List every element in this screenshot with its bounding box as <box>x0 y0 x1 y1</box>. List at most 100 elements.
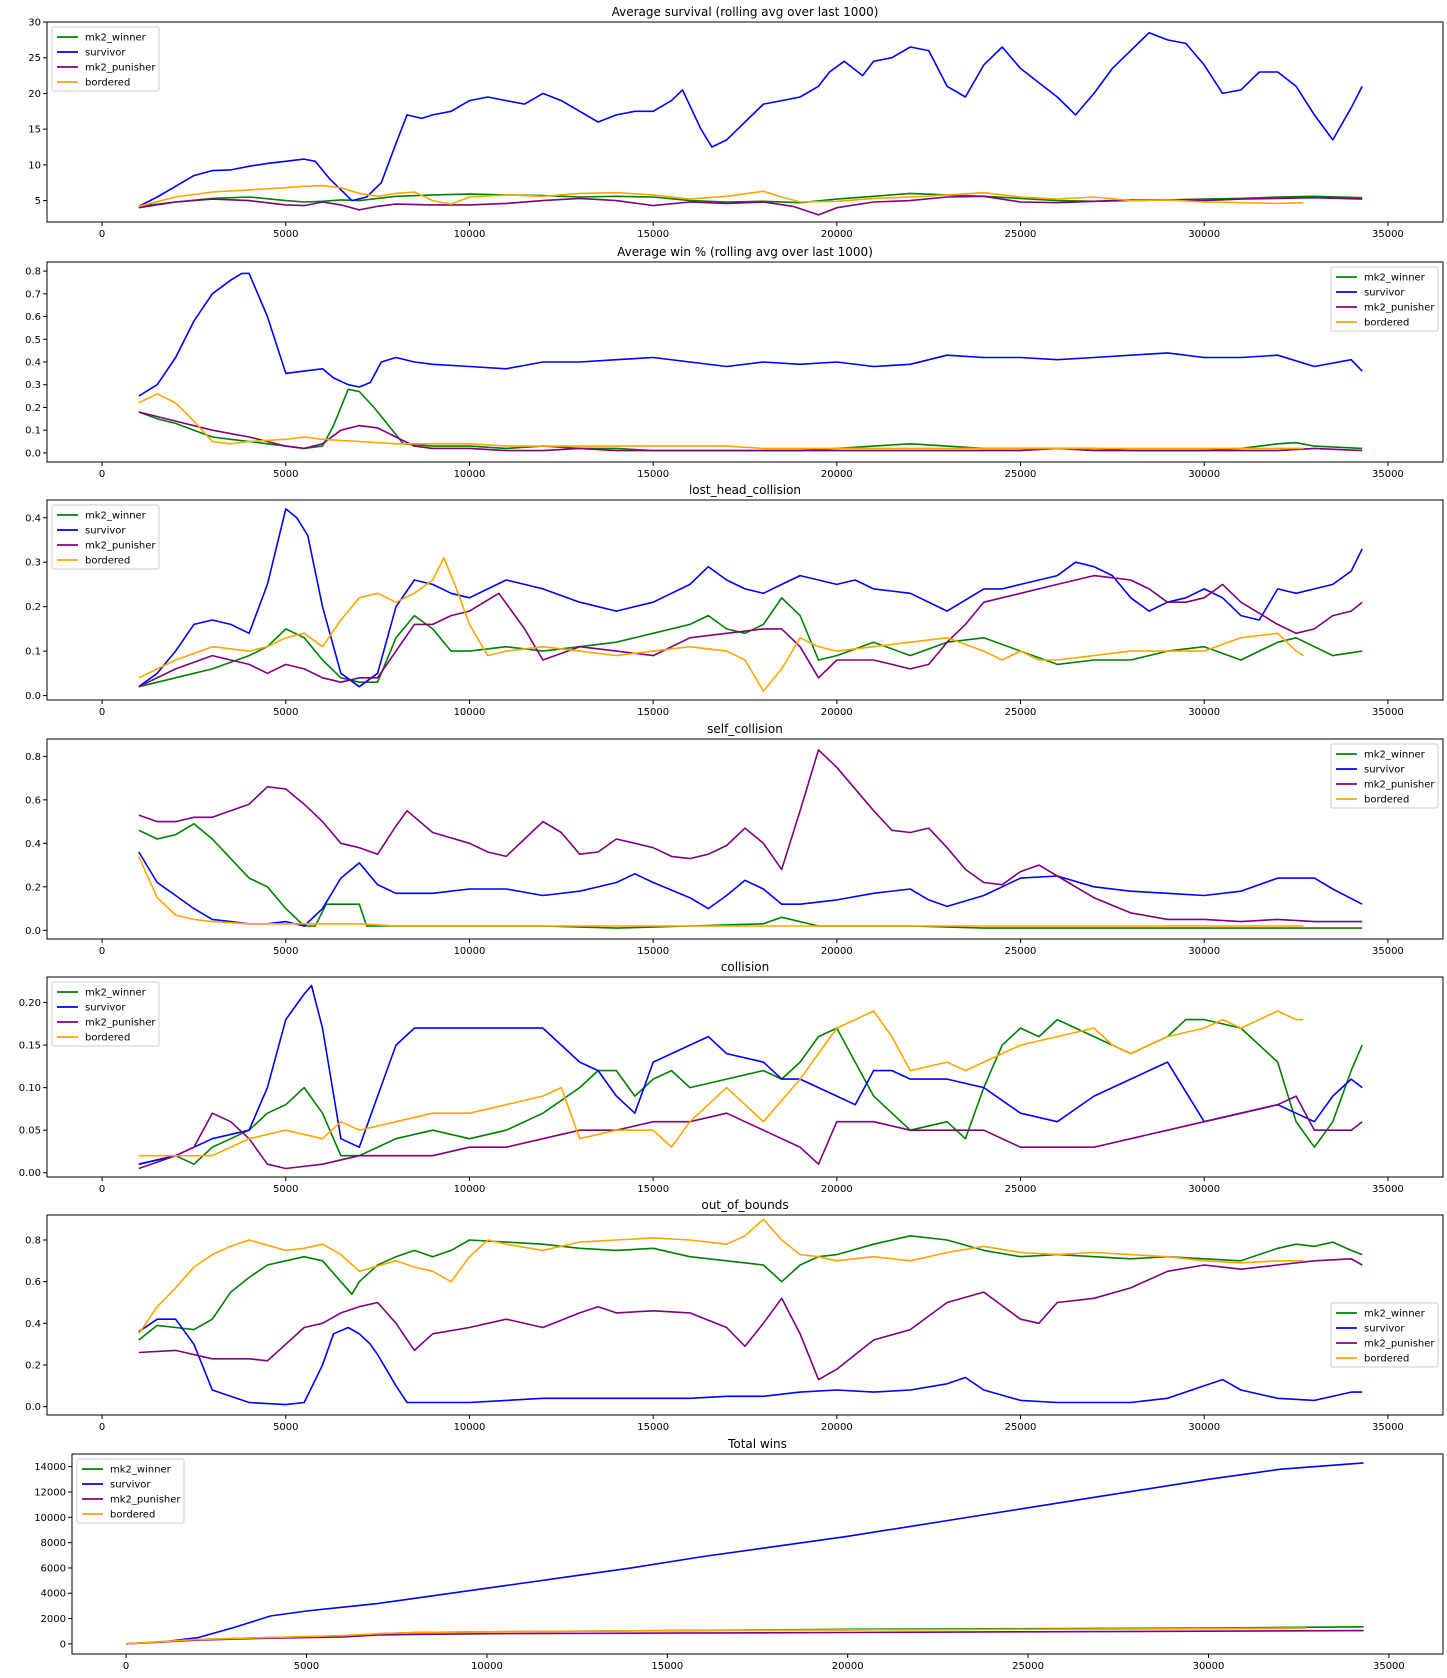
chart-title: Average win % (rolling avg over last 100… <box>617 245 873 259</box>
x-tick-label: 0 <box>99 707 105 718</box>
series-line-survivor <box>138 508 1363 688</box>
x-tick-label: 10000 <box>454 946 486 957</box>
series-line-mk2_winner <box>138 596 1363 688</box>
legend: mk2_winner survivor mk2_punisher bordered <box>51 26 160 92</box>
x-tick-label: 20000 <box>821 469 853 480</box>
legend-box <box>51 504 160 570</box>
x-tick-label: 30000 <box>1188 1184 1220 1195</box>
x-tick-label: 0 <box>99 1422 105 1433</box>
legend-label-mk2_winner: mk2_winner <box>85 511 147 522</box>
y-tick-label: 15 <box>28 125 41 136</box>
series-line-mk2_punisher <box>126 1629 1364 1645</box>
x-tick-label: 15000 <box>637 469 669 480</box>
x-tick-label: 15000 <box>637 229 669 240</box>
x-tick-label: 0 <box>123 1661 129 1672</box>
chart-panel-3: lost_head_collision 0 5000 10000 15000 20000 2… <box>25 483 1444 718</box>
y-tick-label: 14000 <box>34 1462 66 1473</box>
series-line-survivor <box>138 851 1363 927</box>
x-tick-label: 20000 <box>821 1184 853 1195</box>
series-line-mk2_winner <box>138 822 1363 929</box>
legend-label-survivor: survivor <box>1364 288 1405 299</box>
y-tick-label: 2000 <box>41 1614 66 1625</box>
legend-label-mk2_punisher: mk2_punisher <box>85 541 156 552</box>
legend-label-mk2_punisher: mk2_punisher <box>85 63 156 74</box>
chart-title: Average survival (rolling avg over last … <box>612 5 879 19</box>
legend-box <box>51 981 160 1047</box>
series-line-mk2_winner <box>138 388 1363 452</box>
x-tick-label: 10000 <box>454 229 486 240</box>
plot-frame <box>46 1214 1444 1416</box>
plot-frame <box>46 738 1444 940</box>
series-line-mk2_punisher <box>138 1258 1363 1381</box>
x-tick-label: 25000 <box>1005 946 1037 957</box>
y-tick-label: 10 <box>28 160 41 171</box>
x-tick-label: 10000 <box>454 1184 486 1195</box>
y-tick-label: 0.00 <box>19 1168 41 1179</box>
y-tick-label: 25 <box>28 53 41 64</box>
chart-panel-1: Average survival (rolling avg over last … <box>28 5 1444 240</box>
x-tick-label: 35000 <box>1372 469 1404 480</box>
x-tick-label: 20000 <box>821 707 853 718</box>
x-tick-label: 35000 <box>1372 946 1404 957</box>
x-tick-label: 15000 <box>637 1422 669 1433</box>
legend-box <box>76 1458 185 1524</box>
x-tick-label: 15000 <box>637 1184 669 1195</box>
x-tick-label: 25000 <box>1012 1661 1044 1672</box>
x-tick-label: 5000 <box>273 946 298 957</box>
chart-panel-5: collision 0 5000 10000 15000 20000 25000 30000 3… <box>19 960 1444 1195</box>
legend-box <box>1330 266 1439 332</box>
y-tick-label: 0 <box>60 1639 66 1650</box>
plot-frame <box>46 499 1444 701</box>
y-tick-label: 0.3 <box>25 380 41 391</box>
y-tick-label: 0.3 <box>25 558 41 569</box>
x-tick-label: 5000 <box>273 707 298 718</box>
legend-label-bordered: bordered <box>1364 795 1409 806</box>
x-tick-label: 35000 <box>1372 707 1404 718</box>
y-tick-label: 0.2 <box>25 403 41 414</box>
legend-label-survivor: survivor <box>1364 765 1405 776</box>
plot-frame <box>46 21 1444 223</box>
x-tick-label: 0 <box>99 469 105 480</box>
x-tick-label: 20000 <box>832 1661 864 1672</box>
legend-label-bordered: bordered <box>1364 1354 1409 1365</box>
legend-label-bordered: bordered <box>110 1510 155 1521</box>
legend-label-mk2_winner: mk2_winner <box>1364 1309 1426 1320</box>
y-tick-label: 0.1 <box>25 426 41 437</box>
y-tick-label: 0.8 <box>25 752 41 763</box>
y-tick-label: 0.4 <box>25 513 41 524</box>
x-tick-label: 35000 <box>1372 229 1404 240</box>
x-tick-label: 5000 <box>273 229 298 240</box>
legend-label-survivor: survivor <box>110 1480 151 1491</box>
x-tick-label: 10000 <box>454 707 486 718</box>
y-tick-label: 12000 <box>34 1487 66 1498</box>
x-tick-label: 25000 <box>1005 229 1037 240</box>
legend-label-mk2_winner: mk2_winner <box>110 1465 172 1476</box>
legend-box <box>51 26 160 92</box>
y-tick-label: 20 <box>28 89 41 100</box>
y-tick-label: 0.2 <box>25 882 41 893</box>
legend: mk2_winner survivor mk2_punisher bordered <box>76 1458 185 1524</box>
legend-box <box>1330 743 1439 809</box>
x-tick-label: 35000 <box>1372 1422 1404 1433</box>
y-tick-label: 0.2 <box>25 1361 41 1372</box>
x-tick-label: 10000 <box>454 1422 486 1433</box>
y-tick-label: 0.05 <box>19 1126 41 1137</box>
chart-title: self_collision <box>707 722 783 736</box>
x-tick-label: 30000 <box>1188 469 1220 480</box>
y-tick-label: 0.4 <box>25 839 41 850</box>
chart-title: Total wins <box>727 1437 787 1451</box>
series-line-bordered <box>138 856 1304 927</box>
series-line-bordered <box>138 1010 1304 1157</box>
x-tick-label: 10000 <box>471 1661 503 1672</box>
x-tick-label: 25000 <box>1005 1422 1037 1433</box>
x-tick-label: 25000 <box>1005 707 1037 718</box>
legend-label-mk2_punisher: mk2_punisher <box>85 1018 156 1029</box>
chart-panel-6: out_of_bounds 0 5000 10000 15000 20000 25000 30… <box>25 1198 1444 1433</box>
x-tick-label: 5000 <box>273 1184 298 1195</box>
legend-label-mk2_winner: mk2_winner <box>85 988 147 999</box>
y-tick-label: 0.0 <box>25 1402 41 1413</box>
series-line-mk2_punisher <box>138 574 1363 688</box>
x-tick-label: 25000 <box>1005 1184 1037 1195</box>
